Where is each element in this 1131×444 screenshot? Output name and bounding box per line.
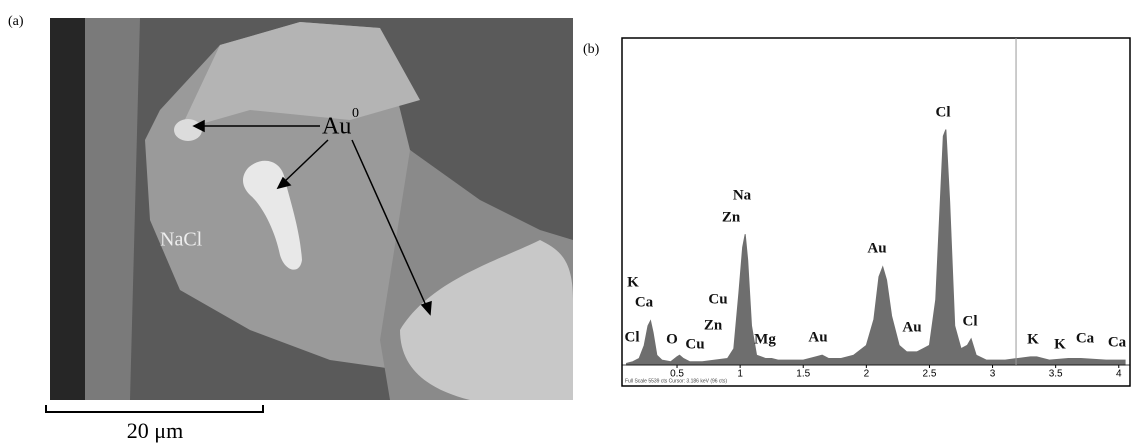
x-tick-label: 2 <box>864 369 870 380</box>
peak-label: Au <box>902 319 921 335</box>
peak-label: Au <box>867 240 886 256</box>
peak-label: Cu <box>685 336 704 352</box>
peak-label: Zn <box>704 317 723 333</box>
x-tick-label: 1 <box>737 369 743 380</box>
peak-label: Au <box>808 329 827 345</box>
peak-label: K <box>1054 336 1066 352</box>
peak-label: Cl <box>936 104 951 120</box>
peak-label: Ca <box>1108 334 1127 350</box>
superscript: 0 <box>352 106 359 121</box>
peak-label: Ca <box>635 294 654 310</box>
x-tick-label: 3.5 <box>1049 369 1063 380</box>
peak-label: Cl <box>963 313 978 329</box>
x-tick-label: 4 <box>1116 369 1122 380</box>
peak-label: Cl <box>625 329 640 345</box>
peak-label: Cu <box>708 291 727 307</box>
peak-label: Mg <box>754 331 776 347</box>
peak-label: K <box>1027 331 1039 347</box>
peak-label: K <box>627 274 639 290</box>
x-tick-label: 1.5 <box>796 369 810 380</box>
status-text: Full Scale 5539 cts Cursor: 3.186 keV (9… <box>625 378 727 384</box>
panel-label: (b) <box>583 42 600 57</box>
panel-label: (a) <box>8 14 24 29</box>
scale-bar-label: 20 μm <box>127 418 183 443</box>
x-tick-label: 2.5 <box>922 369 936 380</box>
sem-image <box>50 18 573 400</box>
arrow-label: Au <box>322 114 351 140</box>
peak-label: Na <box>733 187 752 203</box>
figure: (a) Au 0 NaCl 20 μm (b) 0.511.522.533.54… <box>0 0 1131 444</box>
x-tick-label: 3 <box>990 369 996 380</box>
peak-label: Zn <box>722 209 741 225</box>
peak-label: Ca <box>1076 330 1095 346</box>
peak-label: O <box>666 331 678 347</box>
crystal-label: NaCl <box>160 229 203 251</box>
